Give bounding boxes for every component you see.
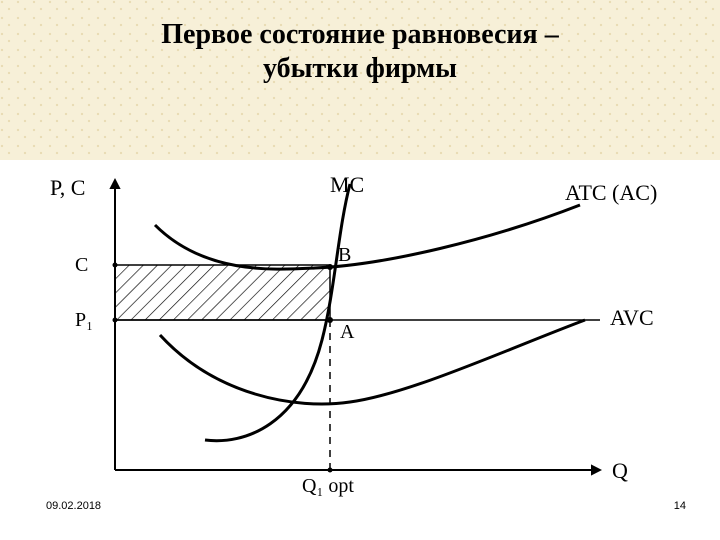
- svg-text:C: C: [75, 254, 88, 276]
- svg-text:ATC (AC): ATC (AC): [565, 180, 657, 205]
- svg-text:Q: Q: [612, 458, 628, 483]
- economics-chart: P, C Q C P₁ AVC ATC (AC) MC Q₁ opt B A: [40, 170, 680, 510]
- svg-text:MC: MC: [330, 172, 364, 197]
- footer-date: 09.02.2018: [46, 500, 101, 512]
- svg-text:Q₁ opt: Q₁ opt: [302, 475, 354, 497]
- svg-text:B: B: [338, 244, 351, 266]
- svg-text:A: A: [340, 321, 355, 343]
- svg-text:P, C: P, C: [50, 175, 85, 200]
- footer-page-number: 14: [674, 500, 686, 512]
- svg-text:P₁: P₁: [75, 309, 93, 331]
- slide-title: Первое состояние равновесия – убытки фир…: [0, 18, 720, 85]
- svg-text:AVC: AVC: [610, 305, 654, 330]
